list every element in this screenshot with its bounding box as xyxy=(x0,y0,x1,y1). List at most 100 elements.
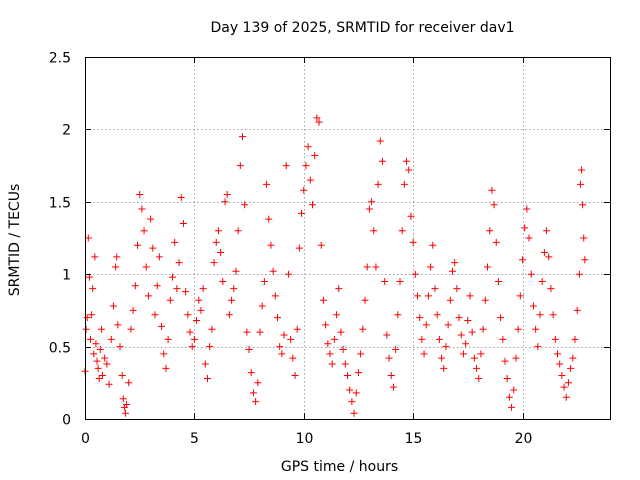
data-point xyxy=(576,180,584,188)
data-point xyxy=(536,311,544,319)
data-point xyxy=(468,328,476,336)
data-point xyxy=(247,369,255,377)
data-point xyxy=(86,335,94,343)
data-point xyxy=(313,114,321,122)
data-point xyxy=(411,270,419,278)
data-point xyxy=(221,198,229,206)
data-point xyxy=(284,270,292,278)
data-point xyxy=(514,325,522,333)
data-point xyxy=(125,379,133,387)
data-point xyxy=(444,321,452,329)
data-point xyxy=(464,317,472,325)
data-point xyxy=(131,282,139,290)
data-point xyxy=(521,224,529,232)
x-tick-label: 10 xyxy=(296,431,314,447)
data-point xyxy=(175,259,183,267)
data-point xyxy=(142,263,150,271)
data-point xyxy=(252,398,260,406)
data-point xyxy=(186,328,194,336)
data-point xyxy=(155,253,163,261)
data-point xyxy=(551,335,559,343)
data-point xyxy=(160,350,168,358)
data-point xyxy=(169,273,176,281)
data-point xyxy=(103,360,111,368)
data-point xyxy=(232,267,240,275)
data-point xyxy=(532,325,540,333)
data-point xyxy=(357,350,365,358)
data-point xyxy=(171,238,179,246)
data-point xyxy=(249,389,257,397)
data-point xyxy=(92,340,100,348)
data-point xyxy=(523,205,531,213)
data-point xyxy=(225,311,233,319)
data-point xyxy=(140,227,148,235)
data-point xyxy=(241,201,249,209)
data-point xyxy=(114,321,122,329)
y-tick-label: 0.5 xyxy=(49,341,71,357)
data-point xyxy=(234,227,242,235)
plot-frame xyxy=(85,57,611,420)
data-point xyxy=(263,180,271,188)
data-point xyxy=(280,331,288,339)
data-point xyxy=(510,386,518,394)
data-point xyxy=(190,335,198,343)
data-point xyxy=(455,314,463,322)
data-point xyxy=(276,343,284,351)
x-tick-label: 15 xyxy=(405,431,423,447)
data-point xyxy=(291,372,299,380)
data-point xyxy=(422,321,430,329)
data-point xyxy=(501,357,509,365)
data-point xyxy=(333,311,341,319)
data-point xyxy=(490,201,498,209)
data-point xyxy=(529,302,537,310)
data-point xyxy=(549,311,557,319)
data-point xyxy=(392,345,400,353)
data-point xyxy=(567,364,575,372)
data-point xyxy=(317,241,325,249)
data-point xyxy=(228,296,236,304)
data-point xyxy=(389,383,397,391)
data-point xyxy=(136,191,144,199)
data-points xyxy=(81,114,589,417)
data-point xyxy=(164,335,172,343)
data-point xyxy=(328,360,336,368)
data-point xyxy=(166,296,174,304)
data-point xyxy=(547,285,555,293)
data-point xyxy=(243,328,251,336)
data-point xyxy=(451,259,459,267)
data-point xyxy=(93,357,101,365)
data-point xyxy=(197,306,205,314)
data-point xyxy=(201,360,209,368)
axis-ticks xyxy=(85,57,610,420)
data-point xyxy=(525,234,533,242)
data-point xyxy=(295,244,303,252)
data-point xyxy=(363,263,371,271)
x-tick-label: 20 xyxy=(515,431,533,447)
data-point xyxy=(365,205,373,213)
data-point xyxy=(459,350,467,358)
chart-title: Day 139 of 2025, SRMTID for receiver dav… xyxy=(210,20,514,36)
data-point xyxy=(95,374,103,382)
data-point xyxy=(516,292,524,300)
data-point xyxy=(438,354,446,362)
data-point xyxy=(121,409,129,417)
data-point xyxy=(433,311,441,319)
data-point xyxy=(354,369,362,377)
data-point xyxy=(512,354,520,362)
data-point xyxy=(134,241,141,249)
data-point xyxy=(361,296,369,304)
data-point xyxy=(188,343,196,351)
data-point xyxy=(352,389,360,397)
data-point xyxy=(302,162,310,170)
data-point xyxy=(300,186,308,194)
data-point xyxy=(177,193,185,201)
data-point xyxy=(217,248,225,256)
data-point xyxy=(379,157,386,165)
data-point xyxy=(440,364,448,372)
x-tick-label: 0 xyxy=(81,431,90,447)
data-point xyxy=(151,311,159,319)
data-point xyxy=(457,331,465,339)
data-point xyxy=(239,133,246,141)
data-point xyxy=(554,350,561,358)
